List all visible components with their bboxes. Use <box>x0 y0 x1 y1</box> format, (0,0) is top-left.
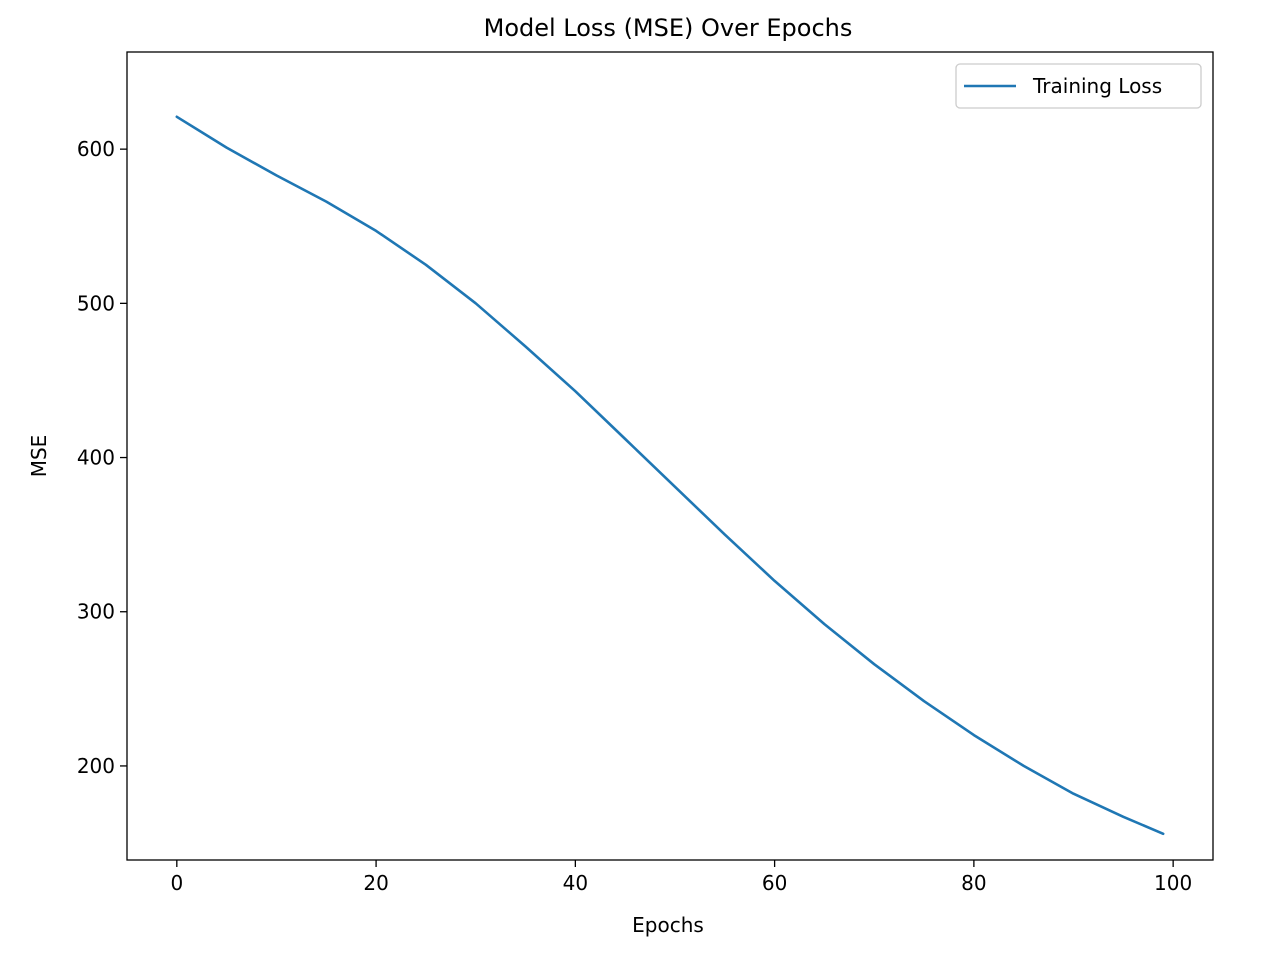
y-tick-label: 400 <box>77 446 115 470</box>
series-line-0 <box>175 115 1165 836</box>
legend-label-training-loss: Training Loss <box>1032 74 1162 98</box>
x-tick-label: 0 <box>170 871 183 895</box>
chart-title: Model Loss (MSE) Over Epochs <box>484 14 853 42</box>
y-tick-label: 200 <box>77 754 115 778</box>
y-axis-label: MSE <box>27 435 51 478</box>
y-axis: 200 300 400 500 600 <box>77 137 127 778</box>
plot-area-frame <box>126 51 1214 861</box>
y-tick-label: 500 <box>77 291 115 315</box>
y-tick-label: 300 <box>77 600 115 624</box>
x-tick-label: 80 <box>961 871 986 895</box>
series-layer <box>175 115 1165 836</box>
x-tick-label: 60 <box>762 871 787 895</box>
x-axis-label: Epochs <box>632 913 704 937</box>
legend: Training Loss <box>955 63 1202 109</box>
y-tick-label: 600 <box>77 137 115 161</box>
x-tick-label: 20 <box>363 871 388 895</box>
x-tick-label: 40 <box>563 871 588 895</box>
x-axis: 0 20 40 60 80 100 <box>170 860 1192 895</box>
legend-box <box>955 63 1202 109</box>
x-tick-label: 100 <box>1154 871 1192 895</box>
